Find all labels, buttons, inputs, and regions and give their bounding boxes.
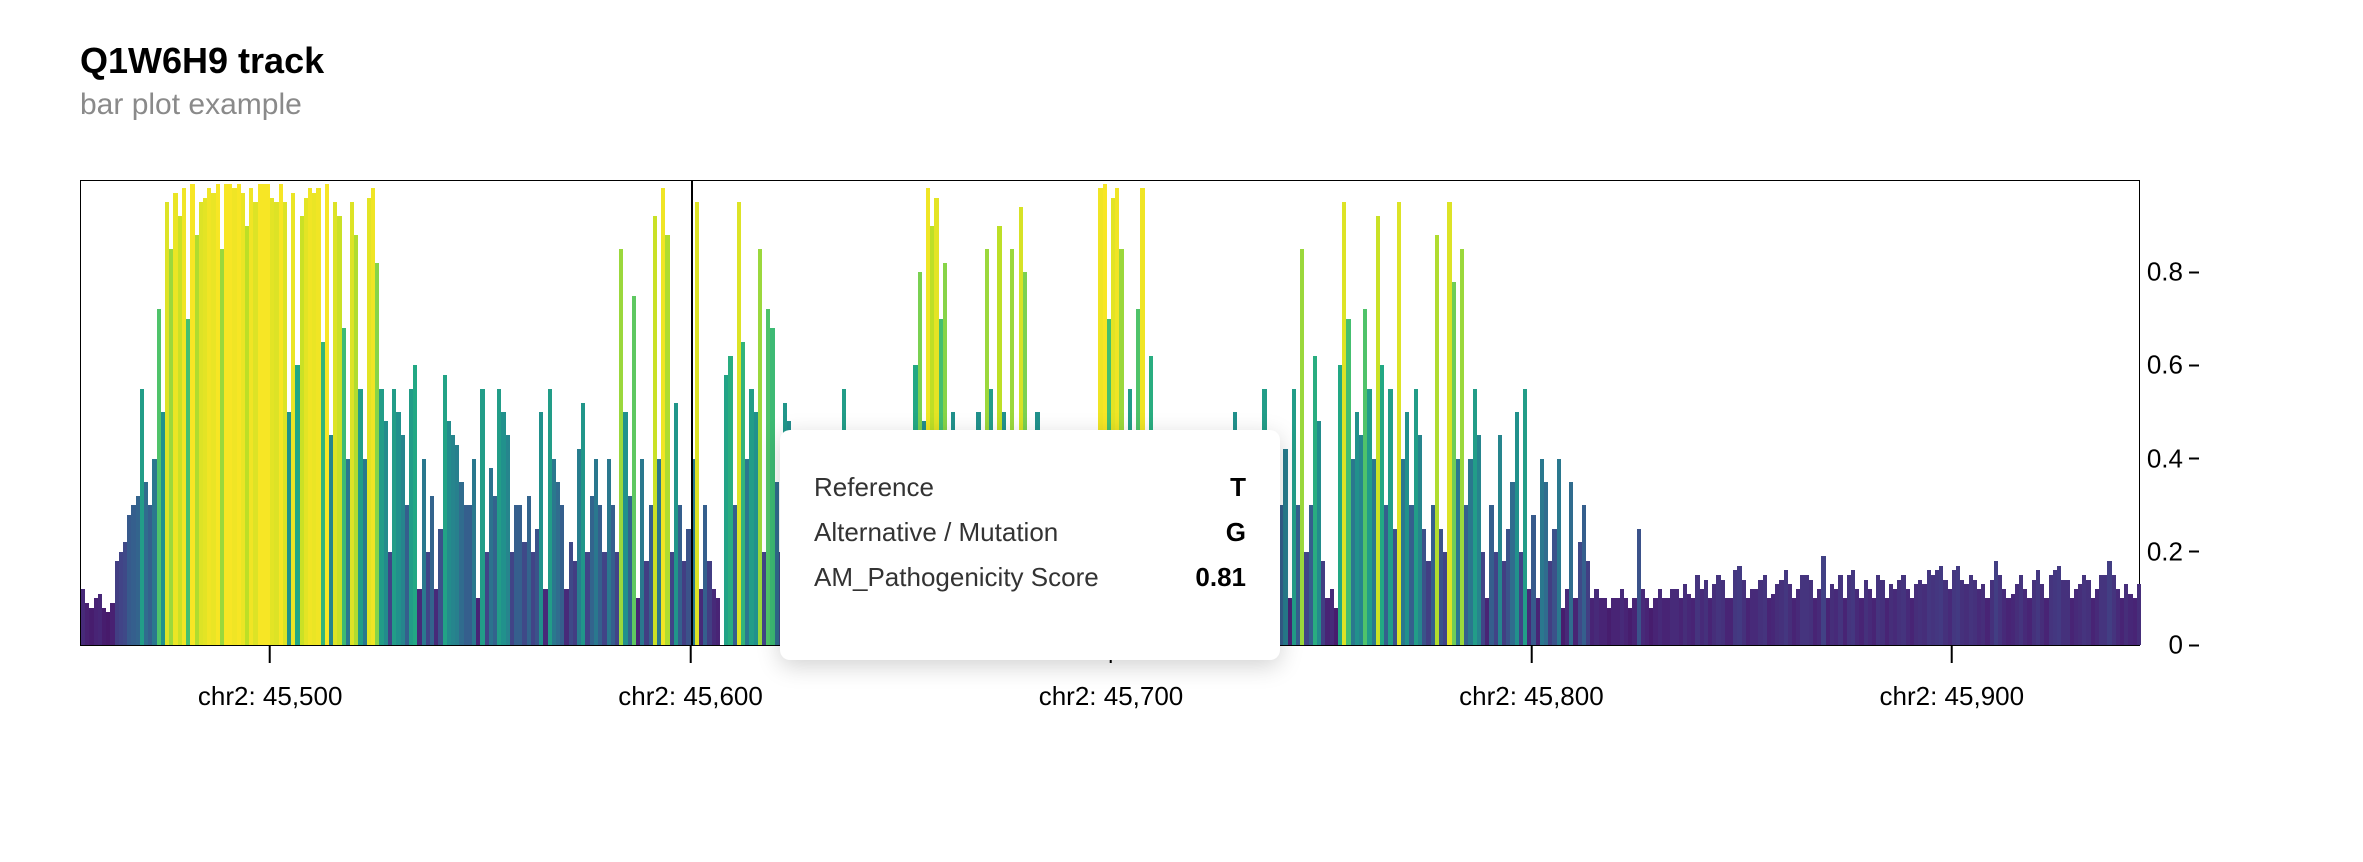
chart-subtitle: bar plot example	[80, 88, 324, 122]
page-root: Q1W6H9 track bar plot example 0 0.2 0.4 0.6…	[0, 0, 2363, 862]
y-tick-mark	[2189, 644, 2199, 646]
y-tick-label: 0	[2169, 630, 2183, 661]
chart-titles: Q1W6H9 track bar plot example	[80, 40, 324, 122]
chart-title: Q1W6H9 track	[80, 40, 324, 82]
tooltip-value: T	[1230, 472, 1246, 503]
x-tick-label: chr2: 45,800	[1459, 681, 1604, 712]
tooltip-label: Reference	[814, 472, 934, 503]
x-tick-label: chr2: 45,700	[1039, 681, 1184, 712]
x-tick-label: chr2: 45,900	[1880, 681, 2025, 712]
tooltip-label: Alternative / Mutation	[814, 517, 1058, 548]
tooltip-value: G	[1226, 517, 1246, 548]
bar[interactable]	[716, 598, 720, 645]
x-tick-label: chr2: 45,500	[198, 681, 343, 712]
bar[interactable]	[2137, 584, 2141, 645]
y-tick-mark	[2189, 271, 2199, 273]
y-tick: 0	[2169, 630, 2199, 661]
x-tick-mark	[269, 645, 271, 663]
x-tick: chr2: 45,900	[1880, 645, 2025, 712]
cursor-line	[691, 181, 693, 645]
x-tick-label: chr2: 45,600	[618, 681, 763, 712]
bar[interactable]	[695, 202, 699, 645]
y-tick: 0.6	[2147, 350, 2199, 381]
y-tick-mark	[2189, 364, 2199, 366]
y-tick-mark	[2189, 551, 2199, 553]
tooltip-row: Alternative / Mutation G	[814, 517, 1246, 548]
tooltip-row: AM_Pathogenicity Score 0.81	[814, 562, 1246, 593]
tooltip-value: 0.81	[1195, 562, 1246, 593]
x-tick: chr2: 45,500	[198, 645, 343, 712]
y-tick-label: 0.6	[2147, 350, 2183, 381]
y-tick-label: 0.4	[2147, 443, 2183, 474]
x-tick: chr2: 45,600	[618, 645, 763, 712]
tooltip-row: Reference T	[814, 472, 1246, 503]
x-tick-mark	[1530, 645, 1532, 663]
x-tick: chr2: 45,800	[1459, 645, 1604, 712]
tooltip-label: AM_Pathogenicity Score	[814, 562, 1099, 593]
x-tick-mark	[1951, 645, 1953, 663]
y-tick: 0.4	[2147, 443, 2199, 474]
y-tick-label: 0.8	[2147, 257, 2183, 288]
y-tick-label: 0.2	[2147, 536, 2183, 567]
y-tick-mark	[2189, 458, 2199, 460]
y-tick: 0.2	[2147, 536, 2199, 567]
hover-tooltip: Reference T Alternative / Mutation G AM_Path…	[780, 430, 1280, 660]
x-tick-mark	[690, 645, 692, 663]
y-tick: 0.8	[2147, 257, 2199, 288]
bar[interactable]	[632, 296, 636, 646]
